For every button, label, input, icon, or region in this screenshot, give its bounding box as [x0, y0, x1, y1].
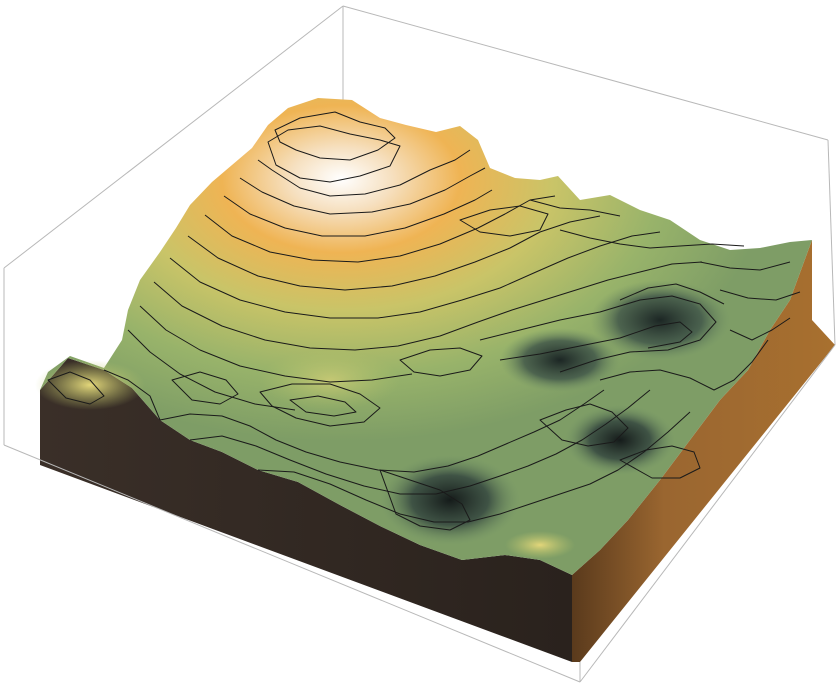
terrain-front-wall: [40, 358, 572, 662]
contour-lines: [47, 111, 801, 531]
bounding-box-front: [3, 344, 836, 683]
bounding-box-back: [3, 5, 836, 445]
terrain-right-wall: [572, 240, 835, 662]
